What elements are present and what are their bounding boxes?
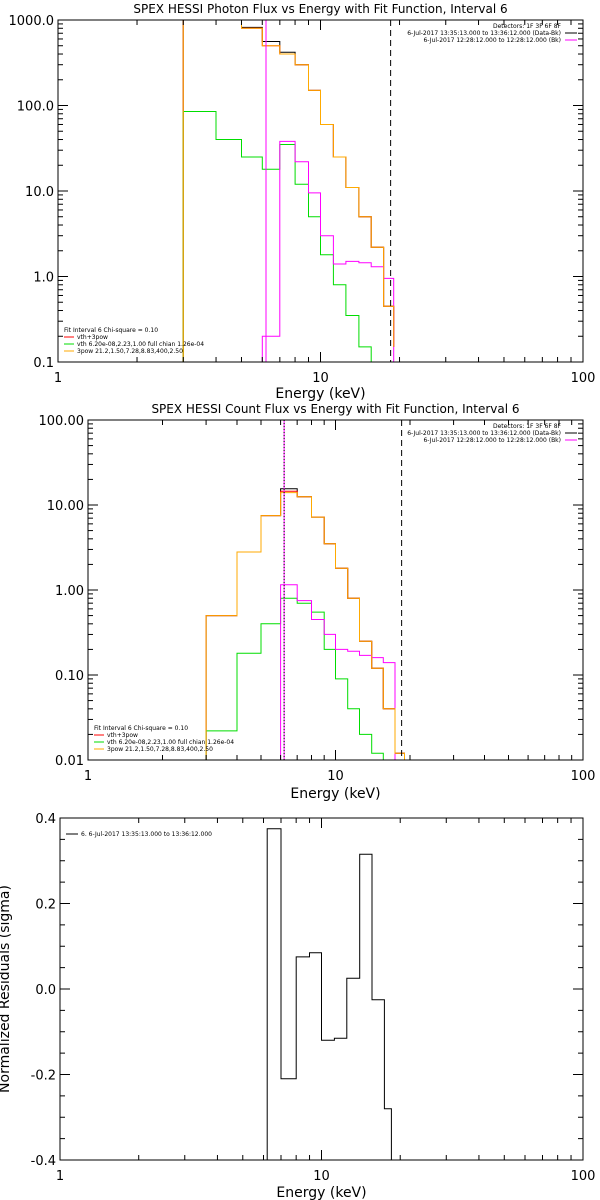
x-tick-label: 10 [312, 371, 329, 386]
series-line-4 [280, 584, 396, 760]
legend-bottom-left-text: vth 6.20e-08,2.23,1.00 full chian 1.26e-… [107, 739, 234, 746]
legend-bottom-left-text: Fit Interval 6 Chi-square = 0.10 [64, 327, 158, 334]
x-tick-label: 10 [327, 769, 344, 784]
legend-top-right-text: Detectors: 1F 3F 6F 8F [493, 23, 562, 30]
chart-panel-1: SPEX HESSI Photon Flux vs Energy with Fi… [9, 2, 596, 402]
legend-bottom-left-text: 3pow 21.2,1.50,7.28,8.83,400,2.50 [107, 746, 213, 753]
series-group [266, 828, 392, 1160]
y-axis-label: Normalized Residuals (sigma) [0, 885, 13, 1093]
y-tick-label: 1.0 [33, 271, 54, 286]
series-group [205, 488, 416, 760]
series-line-1 [266, 828, 392, 1160]
legend-top-right-text: 6-Jul-2017 13:35:13.000 to 13:36:12.000 … [407, 430, 561, 437]
x-tick-label: 1 [54, 371, 62, 386]
y-tick-label: 0.10 [55, 669, 84, 684]
y-tick-label: 1.00 [55, 584, 84, 599]
x-tick-label: 1 [84, 769, 92, 784]
legend-top-right-text: 6-Jul-2017 13:35:13.000 to 13:36:12.000 … [407, 30, 561, 37]
y-tick-label: 10.00 [47, 499, 84, 514]
x-axis-label: Energy (keV) [290, 786, 380, 802]
legend-bottom-left-text: vth+3pow [77, 334, 108, 341]
legend-bottom-left-text: Fit Interval 6 Chi-square = 0.10 [94, 725, 188, 732]
series-line-1 [182, 20, 395, 362]
legend-bottom-left-text: 3pow 21.2,1.50,7.28,8.83,400,2.50 [77, 348, 183, 355]
chart-title: SPEX HESSI Photon Flux vs Energy with Fi… [133, 2, 507, 16]
series-line-3 [182, 111, 394, 362]
legend-top-right-text: Detectors: 1F 3F 6F 8F [493, 423, 562, 430]
series-group [182, 20, 395, 362]
x-tick-label: 100 [571, 371, 596, 386]
series-line-4 [261, 140, 395, 362]
x-tick-label: 100 [571, 769, 596, 784]
y-tick-label: 0.0 [35, 983, 56, 998]
series-line-5 [205, 492, 416, 760]
legend-top-right-text: 6-Jul-2017 12:28:12.000 to 12:28:12.000 … [423, 437, 561, 444]
legend-top-right-text: 6-Jul-2017 12:28:12.000 to 12:28:12.000 … [423, 37, 561, 44]
x-axis-label: Energy (keV) [276, 1185, 366, 1200]
y-tick-label: 100.00 [39, 414, 85, 429]
y-tick-label: 0.2 [35, 898, 56, 913]
y-tick-label: 0.4 [35, 812, 56, 827]
y-tick-label: 1000.0 [9, 14, 55, 29]
y-tick-label: 0.1 [33, 356, 54, 371]
x-tick-label: 100 [571, 1169, 596, 1184]
y-tick-label: 100.0 [17, 100, 54, 115]
chart-title: SPEX HESSI Count Flux vs Energy with Fit… [151, 402, 519, 416]
series-line-5 [182, 20, 395, 362]
legend-bottom-left-text: vth 6.20e-08,2.23,1.00 full chian 1.26e-… [77, 341, 204, 348]
legend-top-left-text: 6. 6-Jul-2017 13:35:13.000 to 13:36:12.0… [81, 831, 212, 838]
x-axis-label: Energy (keV) [275, 386, 365, 402]
plot-frame [57, 19, 584, 363]
y-tick-label: 0.01 [55, 754, 84, 769]
series-line-2 [182, 20, 395, 362]
y-tick-label: -0.2 [31, 1069, 56, 1084]
chart-panel-3: 1 10 100 Energy (keV) -0.4 -0.2 0.0 0.2 0.4 Norma… [0, 812, 595, 1200]
x-tick-label: 1 [56, 1169, 64, 1184]
series-line-3 [205, 597, 395, 760]
y-tick-label: 10.0 [25, 185, 54, 200]
chart-panel-2: SPEX HESSI Count Flux vs Energy with Fit… [39, 402, 596, 802]
legend-bottom-left-text: vth+3pow [107, 732, 138, 739]
x-tick-label: 10 [313, 1169, 330, 1184]
plot-frame [87, 419, 584, 761]
y-tick-label: -0.4 [31, 1154, 56, 1169]
